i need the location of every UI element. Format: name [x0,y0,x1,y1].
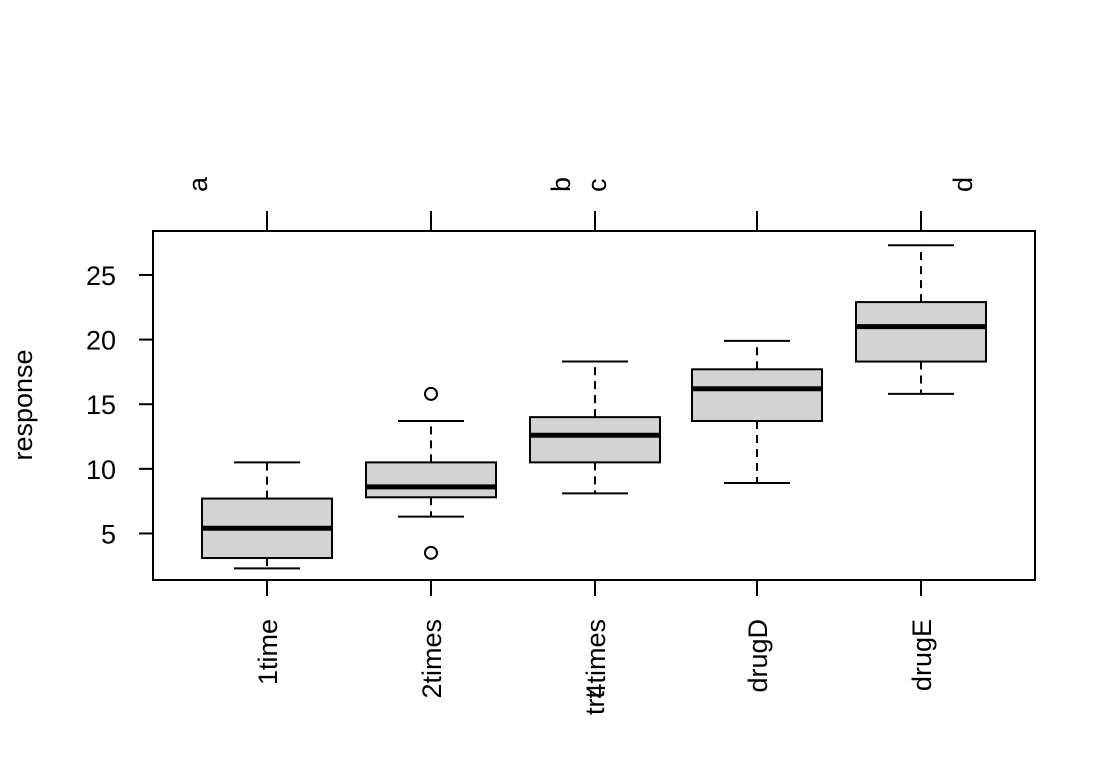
x-tick-label: drugE [907,619,937,691]
box-drugD [691,339,823,485]
y-tick-label: 15 [86,390,116,420]
x-tick-label: drugD [743,619,773,693]
iqr-box [855,301,987,363]
box-2times [365,386,497,560]
y-tick-label: 25 [86,261,116,291]
y-axis-label: response [8,349,38,460]
y-tick-label: 10 [86,455,116,485]
box-4times [529,360,661,495]
x-axis-label: trt [580,691,610,715]
y-tick-label: 5 [101,519,116,549]
iqr-box [691,368,823,423]
iqr-box [365,461,497,499]
iqr-box [529,416,661,464]
x-tick-label: 2times [417,619,447,699]
outlier-point [424,545,438,560]
box-drugE [855,244,987,395]
outlier-point [424,386,438,401]
group-letter: a [183,176,213,192]
group-letter: b [546,177,576,192]
group-letter: c [582,179,612,193]
box-1time [201,461,333,570]
x-axis: 1time 2times 4times drugD drugE [253,579,937,699]
boxes-layer [201,244,987,570]
y-tick-label: 20 [86,326,116,356]
y-axis: 5 10 15 20 25 [86,261,154,549]
group-letter: d [948,177,978,192]
x-tick-label: 1time [253,619,283,685]
x-tick-label: 4times [581,619,611,699]
